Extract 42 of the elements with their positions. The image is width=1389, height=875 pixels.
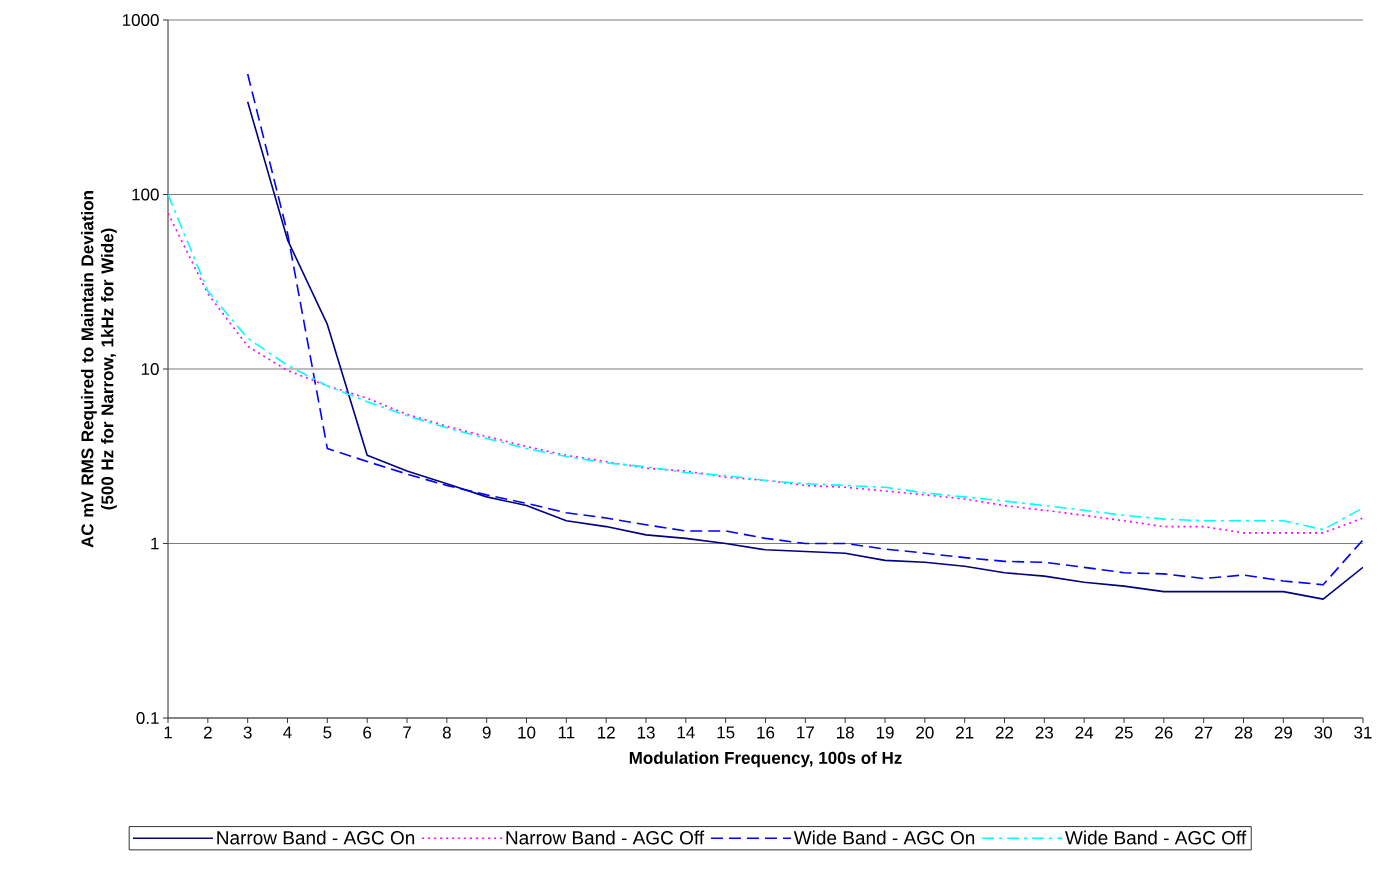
legend-label: Wide Band - AGC Off [1065,830,1247,845]
x-tick-label: 9 [482,726,491,739]
x-tick-label: 15 [717,726,735,739]
y-tick-label: 0.1 [136,711,159,725]
y-tick-label: 100 [132,188,159,201]
x-tick-label: 29 [1274,726,1292,739]
y-tick-label: 1 [151,537,159,550]
legend-label: Narrow Band - AGC Off [506,830,705,845]
x-tick-label: 31 [1354,726,1372,739]
x-tick-label: 6 [363,726,372,739]
x-tick-label: 5 [323,726,332,739]
x-tick-label: 14 [677,726,695,739]
x-tick-label: 18 [837,726,854,739]
x-tick-label: 16 [757,726,775,739]
y-tick-label: 10 [141,362,159,376]
x-tick-label: 22 [995,726,1014,739]
x-tick-label: 13 [637,726,655,739]
x-tick-label: 3 [243,726,252,739]
x-tick-label: 27 [1195,726,1213,739]
x-tick-label: 11 [558,726,575,739]
x-tick-label: 4 [283,726,292,739]
x-tick-label: 23 [1035,726,1054,739]
x-tick-label: 30 [1314,726,1332,739]
x-tick-label: 24 [1075,726,1094,739]
x-axis-title: Modulation Frequency, 100s of Hz [629,751,902,768]
x-tick-label: 12 [598,726,615,739]
x-tick-label: 25 [1115,726,1133,739]
x-tick-label: 8 [442,726,451,739]
x-tick-label: 1 [164,726,172,739]
x-tick-label: 7 [403,726,411,739]
x-tick-label: 26 [1155,726,1173,739]
x-tick-label: 21 [956,726,974,739]
legend-label: Narrow Band - AGC On [217,830,415,845]
x-tick-label: 10 [518,726,536,739]
legend-label: Wide Band - AGC On [793,830,975,845]
x-tick-label: 19 [876,726,894,739]
x-tick-label: 20 [916,726,934,739]
x-tick-label: 17 [797,726,814,739]
y-axis-title: AC mV RMS Required to Maintain Deviation (500 Hz for Narrow, 1kHz for Wide) [80,191,117,548]
x-tick-label: 2 [203,726,212,739]
x-tick-label: 28 [1234,726,1253,739]
y-tick-label: 1000 [122,13,159,27]
